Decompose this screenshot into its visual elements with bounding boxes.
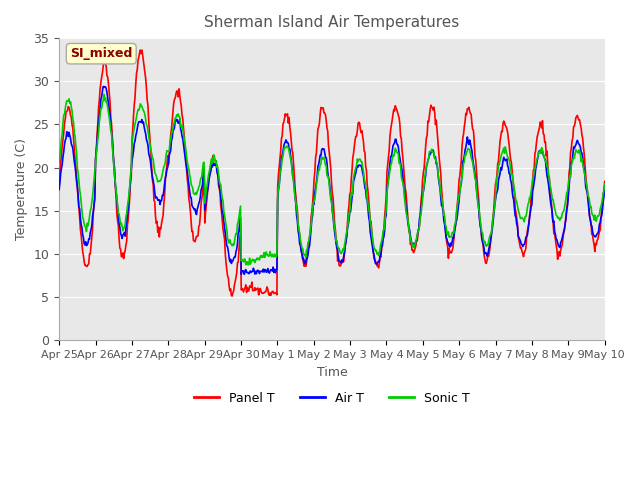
Text: SI_mixed: SI_mixed xyxy=(70,47,132,60)
Y-axis label: Temperature (C): Temperature (C) xyxy=(15,138,28,240)
X-axis label: Time: Time xyxy=(317,366,348,379)
Legend: Panel T, Air T, Sonic T: Panel T, Air T, Sonic T xyxy=(189,387,474,410)
Title: Sherman Island Air Temperatures: Sherman Island Air Temperatures xyxy=(204,15,460,30)
